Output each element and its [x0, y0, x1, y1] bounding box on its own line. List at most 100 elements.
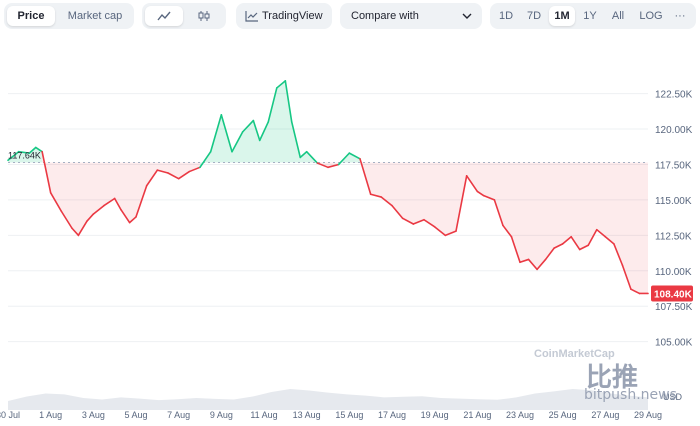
x-tick-label: 19 Aug	[421, 410, 449, 420]
price-line-down	[621, 264, 632, 291]
price-line-down	[604, 235, 615, 245]
candlestick-button[interactable]	[185, 6, 223, 26]
y-tick-label: 110.00K	[655, 267, 692, 278]
range-all[interactable]: All	[611, 10, 625, 22]
x-tick-label: 30 Jul	[0, 410, 20, 420]
range-toggle: 1D 7D 1M 1Y All LOG ···	[490, 3, 696, 29]
price-line-down	[561, 235, 573, 245]
y-tick-label: 120.00K	[655, 125, 693, 136]
price-line-down	[465, 175, 479, 193]
x-tick-label: 29 Aug	[634, 410, 662, 420]
price-line-up	[299, 150, 308, 159]
price-line-down	[103, 197, 116, 207]
y-tick-label: 112.50K	[655, 231, 692, 242]
price-line-down	[433, 226, 447, 237]
price-line-up	[252, 119, 261, 142]
price-line-down	[493, 199, 504, 227]
price-line-down	[482, 194, 496, 201]
x-tick-label: 5 Aug	[124, 410, 147, 420]
price-line-down	[412, 218, 425, 225]
x-tick-label: 3 Aug	[82, 410, 105, 420]
price-line-up	[231, 131, 244, 153]
range-1y[interactable]: 1Y	[583, 10, 597, 22]
price-line-down	[519, 258, 530, 264]
coinmarketcap-watermark: CoinMarketCap	[534, 348, 615, 360]
price-line-down	[527, 258, 538, 271]
price-line-down	[113, 197, 122, 211]
price-chart-svg[interactable]: 122.50K 120.00K 117.50K 115.00K 112.50K 110.0…	[0, 40, 700, 421]
price-line-down	[476, 190, 485, 197]
price-line-down	[578, 244, 590, 251]
chart-line-icon	[245, 11, 258, 22]
price-line-down	[316, 162, 329, 169]
price-line-up	[305, 150, 319, 164]
x-tick-label: 1 Aug	[39, 410, 62, 420]
price-chart[interactable]: 122.50K 120.00K 117.50K 115.00K 112.50K 110.0…	[0, 40, 700, 421]
range-log[interactable]: LOG	[639, 10, 663, 22]
price-line-down	[156, 169, 169, 174]
baseline-label: 117.64K	[8, 150, 41, 160]
price-line-down	[369, 193, 383, 198]
range-1m[interactable]: 1M	[549, 6, 575, 26]
price-line-up	[34, 146, 43, 153]
current-price-tag	[651, 285, 693, 302]
price-line-down	[60, 210, 73, 230]
price-line-up	[258, 121, 270, 142]
x-tick-label: 15 Aug	[335, 410, 363, 420]
chevron-down-icon	[462, 13, 472, 19]
price-line-down	[544, 247, 555, 261]
price-line-down	[188, 166, 201, 173]
price-line-down	[510, 235, 521, 264]
price-line-up	[17, 150, 31, 154]
bitpush-watermark-url: bitpush.news	[584, 387, 677, 403]
x-tick-label: 9 Aug	[210, 410, 233, 420]
x-tick-label: 27 Aug	[591, 410, 619, 420]
line-chart-icon	[157, 11, 171, 21]
range-1d[interactable]: 1D	[498, 10, 514, 22]
price-line-up	[199, 150, 212, 169]
area-below-baseline	[42, 151, 648, 294]
price-line-down	[135, 184, 148, 218]
price-line-down	[128, 216, 137, 224]
price-line-down	[380, 196, 393, 207]
tab-market-cap[interactable]: Market cap	[67, 10, 123, 22]
x-tick-label: 7 Aug	[167, 410, 190, 420]
y-tick-label: 115.00K	[655, 196, 692, 207]
price-line-down	[71, 227, 80, 237]
price-line-down	[570, 235, 581, 251]
price-line-down	[502, 224, 513, 238]
y-tick-label: 122.50K	[655, 90, 693, 101]
x-tick-label: 11 Aug	[250, 410, 277, 420]
price-line-down	[536, 258, 547, 271]
price-line-up	[284, 80, 293, 123]
candlestick-icon	[198, 11, 210, 21]
price-line-down	[145, 169, 159, 187]
price-line-down	[587, 228, 598, 247]
price-line-up	[220, 114, 233, 153]
price-line-down	[595, 228, 607, 238]
chart-toolbar: Price Market cap TradingView Compare wit…	[0, 0, 700, 32]
current-price-label: 108.40K	[654, 289, 693, 300]
price-line-up	[28, 146, 37, 154]
price-line-up	[209, 114, 223, 153]
y-tick-label: 105.00K	[655, 338, 693, 349]
chart-mode-toggle	[142, 3, 226, 29]
price-line-up	[337, 152, 351, 166]
price-line-down	[327, 163, 340, 169]
x-tick-label: 13 Aug	[293, 410, 321, 420]
line-chart-button[interactable]	[145, 6, 183, 26]
price-line-down	[177, 170, 191, 180]
range-7d[interactable]: 7D	[526, 10, 542, 22]
price-line-up	[7, 150, 20, 162]
compare-dropdown[interactable]: Compare with	[340, 3, 482, 29]
compare-label: Compare with	[351, 10, 419, 22]
price-line-down	[359, 158, 372, 196]
price-line-down	[41, 150, 52, 194]
more-options-button[interactable]: ···	[674, 10, 686, 22]
price-line-down	[167, 172, 180, 180]
y-tick-label: 117.50K	[655, 160, 692, 171]
tradingview-button[interactable]: TradingView	[236, 3, 332, 29]
tab-price[interactable]: Price	[7, 6, 55, 26]
price-line-down	[613, 243, 624, 266]
currency-label: USD	[663, 392, 683, 402]
